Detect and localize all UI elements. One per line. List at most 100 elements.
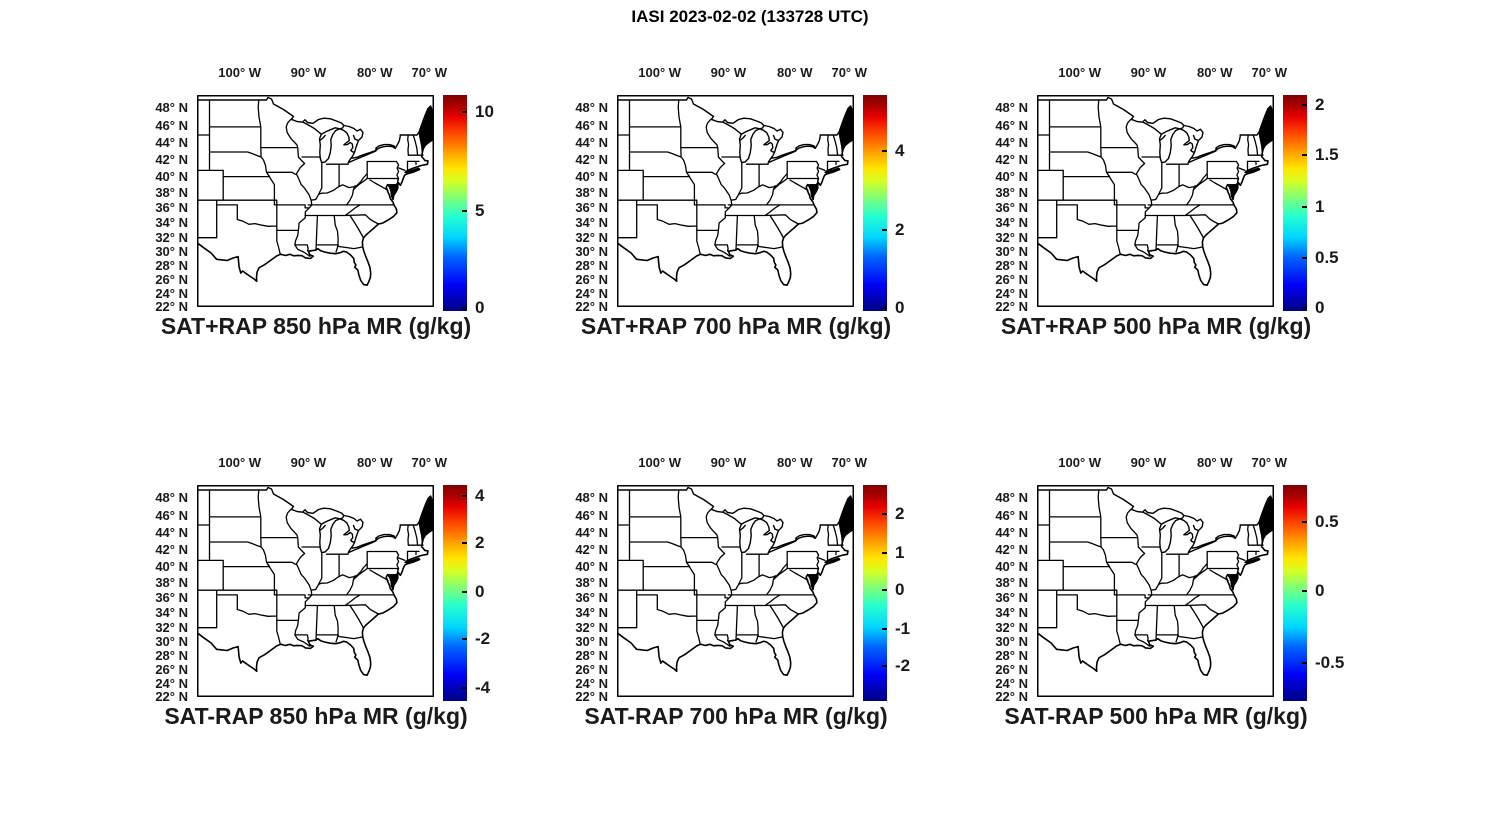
map-axes <box>617 485 854 697</box>
panel-title: SAT-RAP 700 hPa MR (g/kg) <box>584 703 888 729</box>
lat-tick-label: 24° N <box>575 675 608 691</box>
lat-tick-label: 44° N <box>995 525 1028 541</box>
colorbar-tick-label: -2 <box>475 629 491 649</box>
lat-tick-label: 44° N <box>155 135 188 151</box>
colorbar-tick <box>462 494 467 497</box>
lat-tick-label: 30° N <box>155 634 188 650</box>
lat-tick-label: 44° N <box>995 135 1028 151</box>
us-basemap <box>197 485 434 697</box>
colorbar-tick <box>882 588 887 591</box>
panel-sat-minus-rap-850: 100° W 90° W 80° W 70° W 48° N 46° N 44° N 42° … <box>120 442 540 747</box>
lat-tick-label: 24° N <box>155 285 188 301</box>
us-basemap <box>1037 485 1274 697</box>
colorbar-tick-label: 10 <box>475 102 494 122</box>
colorbar-tick <box>882 552 887 555</box>
lon-tick-label: 90° W <box>290 65 327 80</box>
colorbar-tick-label: -2 <box>895 656 911 676</box>
colorbar-tick-label: 0.5 <box>1315 511 1339 531</box>
lat-tick-label: 48° N <box>995 489 1028 505</box>
colorbar-tick-label: 1.5 <box>1315 145 1339 165</box>
panel-title: SAT+RAP 700 hPa MR (g/kg) <box>580 313 892 339</box>
lon-tick-label: 100° W <box>1058 65 1102 80</box>
colorbar-tick <box>462 590 467 593</box>
lat-tick-label: 42° N <box>575 542 608 558</box>
lat-tick-label: 38° N <box>155 574 188 590</box>
us-basemap-shape <box>197 485 434 697</box>
lon-tick-label: 90° W <box>1130 65 1167 80</box>
us-basemap <box>617 485 854 697</box>
colorbar-tick <box>1302 206 1307 209</box>
colorbar-tick-label: 2 <box>1315 94 1325 114</box>
colorbar-tick <box>1302 103 1307 106</box>
panel-title: SAT-RAP 850 hPa MR (g/kg) <box>164 703 468 729</box>
lon-tick-label: 100° W <box>1058 455 1102 470</box>
lat-tick-label: 36° N <box>155 199 188 215</box>
us-basemap <box>1037 95 1274 307</box>
colorbar <box>1283 485 1307 701</box>
colorbar-tick <box>462 306 467 309</box>
lat-tick-label: 42° N <box>995 542 1028 558</box>
lat-tick-label: 48° N <box>995 99 1028 115</box>
lat-tick-label: 48° N <box>575 489 608 505</box>
lat-tick-label: 22° N <box>155 689 188 704</box>
colorbar-tick <box>1302 154 1307 157</box>
map-axes <box>197 485 434 697</box>
panel-title: SAT-RAP 500 hPa MR (g/kg) <box>1004 703 1308 729</box>
us-basemap <box>617 95 854 307</box>
lon-tick-label: 70° W <box>411 455 448 470</box>
colorbar-tick <box>882 229 887 231</box>
colorbar-tick-label: 2 <box>895 220 905 239</box>
lat-tick-label: 32° N <box>155 619 188 635</box>
us-basemap <box>197 95 434 307</box>
colorbar-tick-label: 0 <box>475 297 485 317</box>
lat-tick-label: 30° N <box>995 244 1028 260</box>
lat-tick-label: 34° N <box>995 605 1028 621</box>
lat-tick-label: 42° N <box>155 152 188 168</box>
lon-tick-label: 100° W <box>218 455 262 470</box>
lon-tick-label: 80° W <box>1196 455 1233 470</box>
colorbar-tick-label: 4 <box>475 485 485 505</box>
figure-title: IASI 2023-02-02 (133728 UTC) <box>631 7 869 26</box>
colorbar-tick-label: 4 <box>895 141 905 161</box>
lat-tick-label: 26° N <box>995 272 1028 288</box>
lat-tick-label: 48° N <box>575 99 608 115</box>
colorbar-tick-label: 0 <box>895 579 905 599</box>
lat-tick-label: 28° N <box>995 648 1028 664</box>
colorbar <box>1283 95 1307 311</box>
colorbar-tick-label: -0.5 <box>1315 653 1345 673</box>
lat-tick-label: 44° N <box>575 525 608 541</box>
lat-tick-label: 36° N <box>575 589 608 605</box>
lat-tick-label: 32° N <box>575 619 608 635</box>
lat-tick-label: 26° N <box>155 272 188 288</box>
lat-tick-label: 24° N <box>575 285 608 301</box>
lat-tick-label: 40° N <box>155 168 188 184</box>
us-basemap-shape <box>197 95 434 307</box>
colorbar-tick <box>1302 589 1307 592</box>
panel-sat-minus-rap-700: 100° W 90° W 80° W 70° W 48° N 46° N 44° N 42° … <box>540 442 960 747</box>
lat-tick-label: 42° N <box>575 152 608 168</box>
lat-tick-label: 22° N <box>995 299 1028 314</box>
lon-tick-label: 90° W <box>710 455 747 470</box>
lon-tick-label: 70° W <box>831 65 868 80</box>
lon-tick-label: 70° W <box>411 65 448 80</box>
colorbar-tick <box>1302 662 1307 665</box>
colorbar-tick-label: 2 <box>895 504 905 524</box>
lat-tick-label: 46° N <box>575 117 608 133</box>
lat-tick-label: 30° N <box>995 634 1028 650</box>
colorbar-tick-label: 1 <box>1315 197 1325 217</box>
lat-tick-label: 46° N <box>995 117 1028 133</box>
us-basemap-shape <box>1037 485 1274 697</box>
lat-tick-label: 34° N <box>155 215 188 231</box>
colorbar-tick-label: -4 <box>475 678 491 698</box>
lat-tick-label: 46° N <box>155 507 188 523</box>
colorbar-tick <box>1302 306 1307 309</box>
lat-tick-label: 28° N <box>995 258 1028 274</box>
lat-tick-label: 40° N <box>995 168 1028 184</box>
lat-tick-label: 42° N <box>155 542 188 558</box>
lon-tick-label: 80° W <box>1196 65 1233 80</box>
lat-tick-label: 46° N <box>995 507 1028 523</box>
lat-tick-label: 46° N <box>575 507 608 523</box>
lon-tick-label: 70° W <box>1251 65 1288 80</box>
map-axes <box>617 95 854 307</box>
